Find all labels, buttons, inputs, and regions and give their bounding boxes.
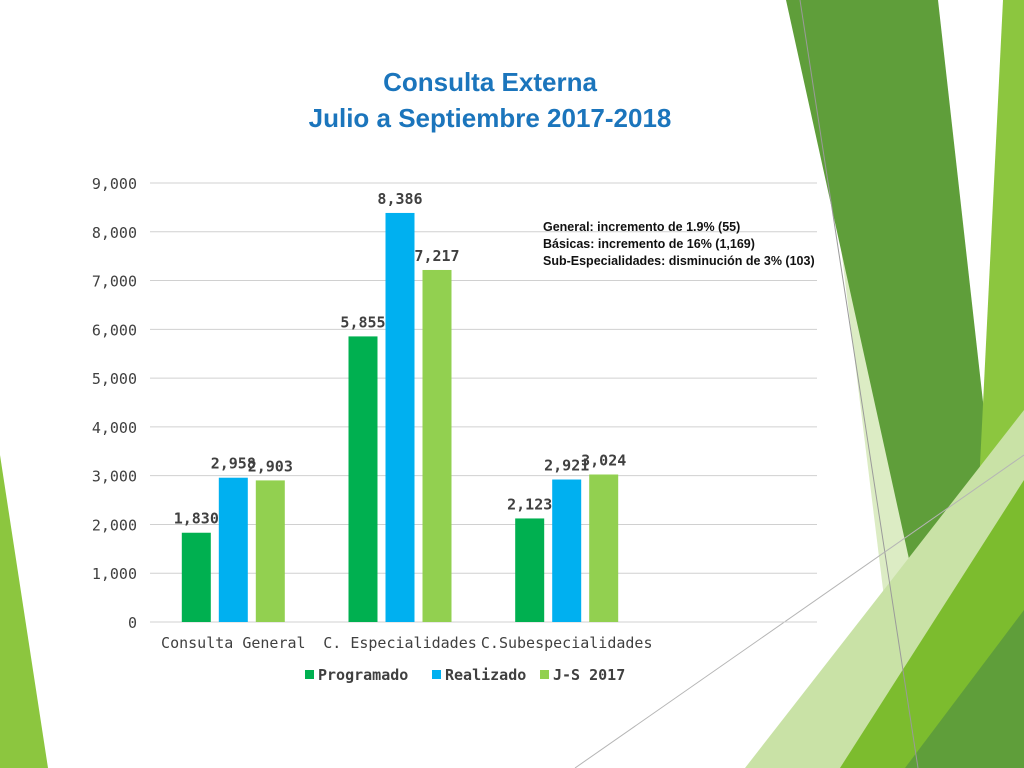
- bar: [515, 518, 545, 622]
- bar: [181, 532, 211, 622]
- annotation-subespecialidades: Sub-Especialidades: disminución de 3% (1…: [543, 254, 815, 268]
- x-tick-label: C. Especialidades: [323, 634, 477, 652]
- legend-label: Realizado: [445, 666, 526, 684]
- bar: [552, 479, 582, 622]
- x-tick-label: C.Subespecialidades: [481, 634, 653, 652]
- decor-bottom-dark: [905, 610, 1024, 768]
- x-tick-label: Consulta General: [161, 634, 306, 652]
- y-tick-label: 6,000: [92, 321, 137, 339]
- slide-subtitle: Julio a Septiembre 2017-2018: [308, 103, 672, 133]
- annotation-general: General: incremento de 1.9% (55): [543, 220, 741, 234]
- bar: [422, 269, 452, 622]
- legend-label: J-S 2017: [553, 666, 625, 684]
- legend-swatch: [540, 670, 549, 679]
- legend-swatch: [305, 670, 314, 679]
- chart-legend: Programado Realizado J-S 2017: [305, 666, 625, 684]
- data-label: 2,958: [211, 455, 256, 473]
- legend-swatch: [432, 670, 441, 679]
- data-label: 2,921: [544, 457, 589, 475]
- bar: [589, 474, 619, 622]
- y-tick-label: 9,000: [92, 175, 137, 193]
- chart-bars: [181, 212, 619, 622]
- data-label: 7,217: [414, 247, 459, 265]
- bar: [348, 336, 378, 622]
- data-label: 8,386: [377, 190, 422, 208]
- bar: [218, 477, 248, 622]
- data-label: 2,123: [507, 495, 552, 513]
- bar: [255, 480, 285, 622]
- y-tick-label: 7,000: [92, 273, 137, 291]
- decor-left-sliver: [0, 455, 48, 768]
- data-label: 3,024: [581, 451, 626, 469]
- chart-x-tick-labels: Consulta General C. Especialidades C.Subes…: [161, 634, 652, 652]
- y-tick-label: 0: [128, 614, 137, 632]
- y-tick-label: 4,000: [92, 419, 137, 437]
- y-tick-label: 1,000: [92, 565, 137, 583]
- legend-label: Programado: [318, 666, 408, 684]
- annotation-basicas: Básicas: incremento de 16% (1,169): [543, 237, 755, 251]
- chart-y-tick-labels: 0 1,000 2,000 3,000 4,000 5,000 6,000 7,000 8,00…: [92, 175, 137, 632]
- y-tick-label: 8,000: [92, 224, 137, 242]
- decor-thin-line-2: [574, 454, 1024, 768]
- y-tick-label: 3,000: [92, 468, 137, 486]
- data-label: 2,903: [248, 457, 293, 475]
- slide-title: Consulta Externa: [383, 67, 597, 97]
- y-tick-label: 2,000: [92, 516, 137, 534]
- bar-chart: 0 1,000 2,000 3,000 4,000 5,000 6,000 7,000 8,00…: [92, 175, 817, 684]
- y-tick-label: 5,000: [92, 370, 137, 388]
- bar: [385, 212, 415, 622]
- data-label: 1,830: [174, 510, 219, 528]
- data-label: 5,855: [340, 313, 385, 331]
- decor-thin-line-1: [799, 0, 919, 768]
